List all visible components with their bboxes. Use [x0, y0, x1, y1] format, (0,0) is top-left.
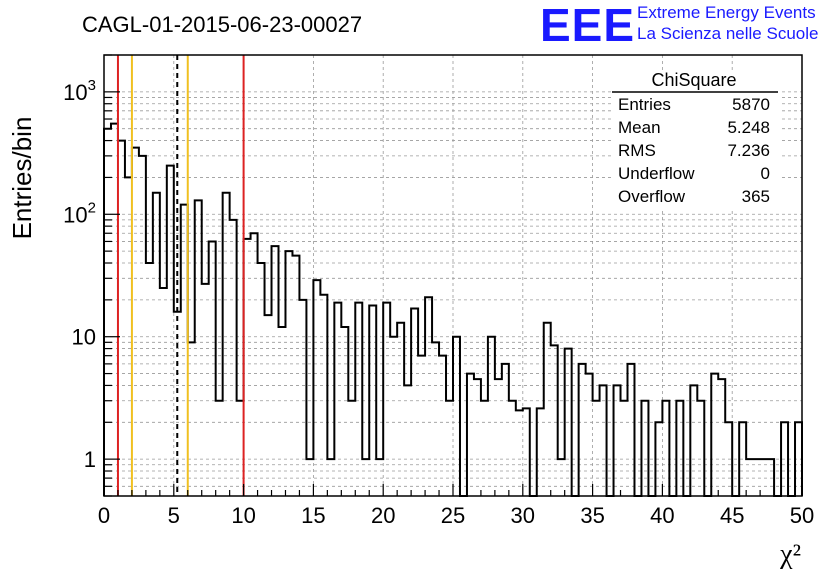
- y-tick-label: 103: [63, 77, 96, 105]
- y-tick-labels: 1 10 102 103: [63, 77, 96, 472]
- y-tick-label: 1: [84, 447, 96, 472]
- chart-title: CAGL-01-2015-06-23-00027: [82, 12, 362, 37]
- stat-value: 5870: [732, 95, 770, 114]
- x-tick-label: 35: [580, 503, 604, 528]
- x-tick-labels: 0 5 10 15 20 25 30 35 40 45 50: [98, 503, 814, 528]
- x-tick-label: 50: [790, 503, 814, 528]
- x-tick-label: 15: [301, 503, 325, 528]
- stat-label: RMS: [618, 141, 656, 160]
- x-tick-label: 20: [371, 503, 395, 528]
- logo-line-2: La Scienza nelle Scuole: [637, 24, 818, 43]
- stat-value: 7.236: [727, 141, 770, 160]
- stat-label: Underflow: [618, 164, 695, 183]
- reference-lines: [116, 55, 245, 496]
- axes: [103, 54, 803, 497]
- x-axis-label: χ²: [779, 539, 801, 570]
- x-tick-label: 30: [511, 503, 535, 528]
- stats-title: ChiSquare: [651, 70, 736, 90]
- histogram-series: [103, 122, 803, 497]
- stats-box: ChiSquare Entries 5870 Mean 5.248 RMS 7.236 Un…: [612, 70, 780, 210]
- y-axis-label: Entries/bin: [7, 117, 37, 240]
- y-tick-label: 10: [72, 325, 96, 350]
- stat-value: 0: [761, 164, 770, 183]
- x-tick-label: 5: [168, 503, 180, 528]
- stat-label: Overflow: [618, 187, 686, 206]
- x-tick-label: 25: [441, 503, 465, 528]
- x-tick-label: 45: [720, 503, 744, 528]
- histogram-line: [103, 122, 803, 497]
- eee-logo: EEE: [540, 0, 635, 51]
- stat-label: Mean: [618, 118, 661, 137]
- stat-label: Entries: [618, 95, 671, 114]
- stat-value: 5.248: [727, 118, 770, 137]
- stat-value: 365: [742, 187, 770, 206]
- y-tick-label: 102: [63, 199, 96, 227]
- x-tick-label: 0: [98, 503, 110, 528]
- logo-line-1: Extreme Energy Events: [637, 3, 816, 22]
- x-tick-label: 40: [650, 503, 674, 528]
- x-tick-label: 10: [231, 503, 255, 528]
